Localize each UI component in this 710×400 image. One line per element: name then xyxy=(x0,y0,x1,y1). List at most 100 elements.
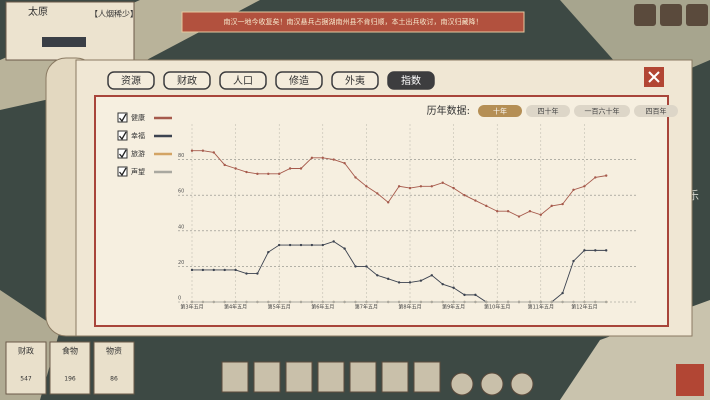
range-button[interactable] xyxy=(574,105,630,117)
tool-button[interactable] xyxy=(413,361,441,393)
tool-button[interactable] xyxy=(221,361,249,393)
tab[interactable] xyxy=(275,71,323,90)
chart-frame xyxy=(94,95,669,327)
data-point xyxy=(561,300,564,304)
data-point xyxy=(550,204,553,208)
data-point xyxy=(376,192,379,195)
data-point xyxy=(212,268,215,272)
tab-label: 资源 xyxy=(121,74,141,87)
data-point xyxy=(506,210,510,213)
data-point xyxy=(419,185,423,188)
y-tick-label: 40 xyxy=(178,224,184,230)
data-point xyxy=(310,243,314,247)
data-point xyxy=(572,188,575,192)
data-point xyxy=(288,167,292,170)
tool-button[interactable] xyxy=(381,361,409,393)
data-point xyxy=(474,199,477,202)
tab[interactable] xyxy=(107,71,155,90)
y-tick-label: 80 xyxy=(178,153,184,159)
data-point xyxy=(299,300,303,304)
legend-checkbox[interactable] xyxy=(117,148,128,159)
check-mark xyxy=(119,131,127,141)
data-point xyxy=(506,300,510,304)
help-button[interactable] xyxy=(660,4,682,26)
data-point xyxy=(605,174,608,177)
data-point xyxy=(463,194,466,197)
settings-button[interactable] xyxy=(686,4,708,26)
data-point xyxy=(365,265,368,268)
city-status: 【人烟稀少】 xyxy=(90,9,138,19)
range-label: 四十年 xyxy=(538,107,559,116)
data-point xyxy=(594,249,597,252)
range-button[interactable] xyxy=(634,105,678,117)
data-point xyxy=(430,300,433,304)
tab[interactable] xyxy=(387,71,435,90)
tool-button[interactable] xyxy=(285,361,313,393)
data-point xyxy=(387,277,390,281)
data-point xyxy=(441,300,444,304)
data-point xyxy=(485,204,488,208)
range-label: 十年 xyxy=(493,107,507,116)
y-tick-label: 0 xyxy=(178,296,181,302)
x-tick-label: 第8年五月 xyxy=(398,304,421,311)
tab[interactable] xyxy=(219,71,267,90)
data-point xyxy=(474,293,477,297)
data-point xyxy=(496,300,499,304)
tab-label: 外夷 xyxy=(345,74,365,87)
data-point xyxy=(267,300,270,304)
y-tick-label: 20 xyxy=(178,260,184,266)
data-point xyxy=(387,300,390,304)
tab-label: 指数 xyxy=(401,74,421,87)
tab-label: 财政 xyxy=(177,74,197,87)
data-point xyxy=(572,259,575,263)
speed-controls[interactable] xyxy=(42,37,86,47)
data-point xyxy=(605,249,608,252)
tab[interactable] xyxy=(163,71,211,90)
resource-name: 物资 xyxy=(106,346,122,356)
data-point xyxy=(583,300,586,304)
data-point xyxy=(408,186,412,190)
x-tick-label: 第5年五月 xyxy=(268,304,291,311)
range-label: 历年数据: xyxy=(427,104,470,117)
data-point xyxy=(376,300,379,304)
data-point xyxy=(561,202,564,206)
tool-button[interactable] xyxy=(317,361,345,393)
data-point xyxy=(299,243,303,247)
data-point xyxy=(201,149,205,152)
menu-button[interactable] xyxy=(676,364,704,396)
data-point xyxy=(539,300,542,304)
tab[interactable] xyxy=(331,71,379,90)
x-tick-label: 第6年五月 xyxy=(311,304,334,311)
tool-button[interactable] xyxy=(253,361,281,393)
x-tick-label: 第3年五月 xyxy=(180,304,203,311)
range-button[interactable] xyxy=(478,105,522,117)
legend-label: 幸福 xyxy=(131,131,145,140)
range-button[interactable] xyxy=(526,105,570,117)
city-name: 太原 xyxy=(28,5,48,18)
banner-text: 南汉一地今收复矣！南汉悬兵占据湖南州县不肯归顺，本土出兵收讨，南汉归藏降！ xyxy=(224,17,483,26)
data-point xyxy=(278,243,281,247)
data-point xyxy=(310,300,314,304)
resource-card xyxy=(5,341,47,395)
data-point xyxy=(278,172,281,176)
legend-checkbox[interactable] xyxy=(117,166,128,177)
data-point xyxy=(572,300,575,304)
action-button[interactable] xyxy=(510,372,534,396)
data-point xyxy=(517,215,521,218)
data-point xyxy=(583,185,586,188)
tool-button[interactable] xyxy=(349,361,377,393)
check-mark xyxy=(119,113,127,123)
data-point xyxy=(539,213,542,216)
legend-checkbox[interactable] xyxy=(117,112,128,123)
data-point xyxy=(256,172,259,176)
data-point xyxy=(332,158,335,161)
stats-button[interactable] xyxy=(634,4,656,26)
legend-checkbox[interactable] xyxy=(117,130,128,141)
action-button[interactable] xyxy=(480,372,504,396)
data-point xyxy=(190,300,194,304)
data-point xyxy=(245,272,248,275)
check-mark xyxy=(119,167,127,177)
action-button[interactable] xyxy=(450,372,474,396)
data-point xyxy=(397,300,401,304)
